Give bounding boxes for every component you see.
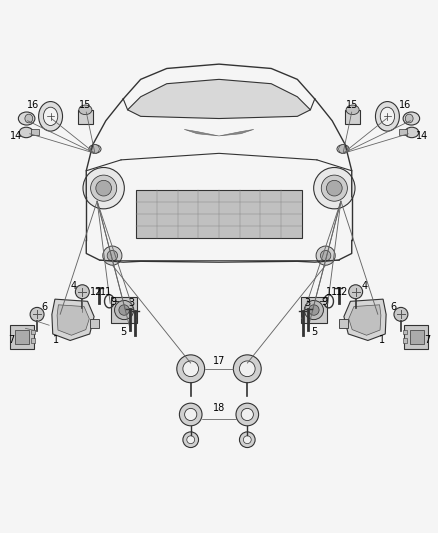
Ellipse shape [375, 102, 399, 131]
Polygon shape [344, 299, 386, 341]
Text: 5: 5 [120, 327, 127, 337]
Text: 7: 7 [8, 335, 14, 345]
Circle shape [187, 436, 194, 443]
Ellipse shape [380, 107, 395, 125]
Bar [31, 329, 35, 334]
Text: 14: 14 [10, 131, 22, 141]
Text: 9: 9 [111, 297, 117, 307]
Bar [10, 325, 34, 349]
Text: 12: 12 [90, 287, 102, 297]
Ellipse shape [18, 112, 35, 125]
Circle shape [316, 246, 335, 265]
Ellipse shape [321, 175, 347, 201]
Text: 11: 11 [100, 287, 113, 297]
Text: 4: 4 [70, 281, 76, 291]
Circle shape [240, 432, 255, 448]
Text: 5: 5 [311, 327, 318, 337]
Circle shape [241, 408, 253, 421]
Circle shape [177, 355, 205, 383]
Ellipse shape [43, 107, 58, 125]
Polygon shape [184, 130, 219, 136]
Circle shape [103, 246, 122, 265]
Circle shape [309, 305, 319, 315]
Bar [90, 319, 99, 328]
Circle shape [183, 432, 198, 448]
Circle shape [339, 144, 347, 154]
Text: 11: 11 [325, 287, 338, 297]
Ellipse shape [83, 167, 124, 209]
Text: 1: 1 [53, 335, 59, 345]
Bar [78, 110, 93, 124]
Text: 17: 17 [213, 357, 225, 366]
Circle shape [233, 355, 261, 383]
Ellipse shape [19, 127, 33, 138]
Text: 6: 6 [42, 302, 48, 312]
Circle shape [107, 251, 117, 261]
Text: 4: 4 [362, 281, 368, 291]
Text: 12: 12 [336, 287, 348, 297]
Text: 15: 15 [79, 100, 92, 110]
Ellipse shape [25, 114, 33, 123]
Bar [32, 130, 39, 135]
Circle shape [240, 361, 255, 377]
Bar [15, 330, 29, 344]
Text: 16: 16 [27, 100, 39, 110]
Bar [339, 319, 348, 328]
Text: 1: 1 [379, 335, 385, 345]
Bar [399, 130, 406, 135]
Text: 18: 18 [213, 403, 225, 413]
Circle shape [236, 403, 258, 426]
Ellipse shape [79, 105, 92, 115]
Text: 9: 9 [321, 297, 327, 307]
Text: 7: 7 [424, 335, 430, 345]
Circle shape [30, 308, 44, 321]
Bar [403, 338, 407, 343]
Polygon shape [57, 305, 89, 335]
Circle shape [96, 180, 112, 196]
Ellipse shape [314, 167, 355, 209]
Circle shape [304, 301, 323, 320]
Bar [410, 330, 424, 344]
Bar [403, 329, 407, 334]
Ellipse shape [405, 127, 419, 138]
Ellipse shape [405, 114, 413, 123]
Polygon shape [349, 305, 381, 335]
Circle shape [394, 308, 408, 321]
Text: 3: 3 [128, 298, 134, 309]
Ellipse shape [91, 175, 117, 201]
Circle shape [183, 361, 198, 377]
Polygon shape [219, 130, 254, 136]
Text: 14: 14 [416, 131, 428, 141]
Polygon shape [52, 299, 94, 341]
Bar [31, 338, 35, 343]
Ellipse shape [403, 112, 420, 125]
Bar [136, 190, 302, 238]
Bar [345, 110, 360, 124]
Circle shape [321, 251, 331, 261]
Text: 3: 3 [304, 298, 310, 309]
Circle shape [115, 301, 134, 320]
Circle shape [326, 180, 342, 196]
Circle shape [91, 144, 99, 154]
Circle shape [119, 305, 129, 315]
Circle shape [185, 408, 197, 421]
Text: 15: 15 [346, 100, 359, 110]
Ellipse shape [346, 105, 359, 115]
Bar [301, 297, 327, 323]
Bar [404, 325, 428, 349]
Circle shape [244, 436, 251, 443]
Text: 16: 16 [399, 100, 411, 110]
Ellipse shape [39, 102, 63, 131]
Circle shape [349, 285, 363, 298]
Ellipse shape [89, 144, 101, 154]
Ellipse shape [337, 144, 349, 154]
Bar [111, 297, 137, 323]
Text: 6: 6 [390, 302, 396, 312]
Polygon shape [127, 79, 311, 118]
Circle shape [75, 285, 89, 298]
Circle shape [180, 403, 202, 426]
